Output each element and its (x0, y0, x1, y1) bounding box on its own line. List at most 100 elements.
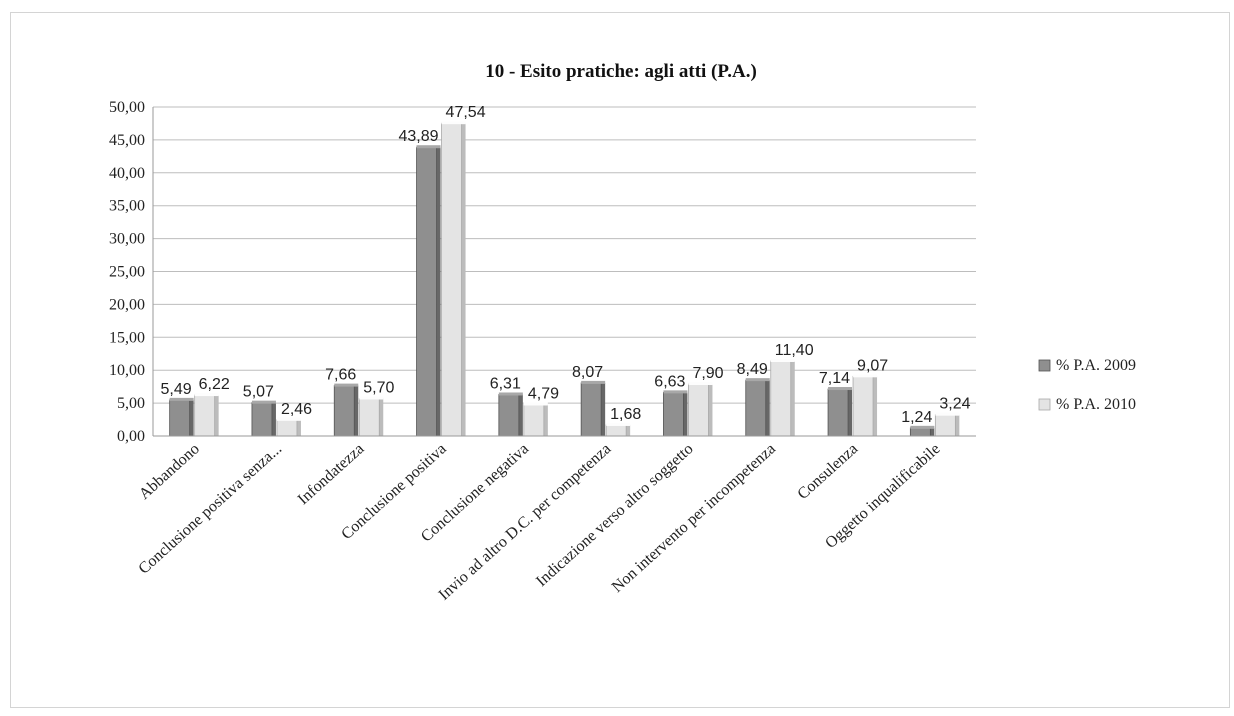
data-label: 6,31 (490, 375, 521, 392)
legend-swatch (1038, 359, 1051, 372)
chart-frame: 10 - Esito pratiche: agli atti (P.A.) 0,… (10, 12, 1230, 708)
bar-shade (461, 123, 466, 436)
bar-face (523, 404, 545, 437)
bar-2009 (251, 400, 276, 437)
bar-shade (930, 427, 935, 436)
data-label: 8,49 (737, 361, 768, 378)
bar-face (441, 122, 462, 437)
data-label: 1,24 (901, 409, 932, 426)
category-label: Non intervento per incompetenza (609, 440, 779, 596)
data-label: 3,24 (939, 396, 970, 413)
bar-2010 (688, 382, 713, 437)
y-tick-label: 25,00 (109, 264, 145, 281)
bar-2009 (416, 145, 441, 437)
category-label: Consulenza (794, 440, 861, 503)
y-tick-label: 40,00 (109, 165, 145, 182)
y-tick-label: 30,00 (109, 231, 145, 248)
bar-top (194, 393, 219, 397)
data-label: 43,89 (399, 128, 439, 145)
bars: 5,49 6,22 5,07 2,46 7,66 5,70 43,89 47,54 6,31 4,… (161, 104, 971, 437)
bar-face (688, 383, 709, 437)
bar-shade (271, 402, 276, 436)
data-label: 5,49 (161, 381, 192, 398)
legend-label: % P.A. 2009 (1056, 357, 1136, 374)
bar-2009 (580, 380, 606, 437)
bar-shade (354, 385, 359, 436)
bar-top (251, 400, 276, 404)
bar-shade (518, 394, 523, 436)
bar-face (169, 399, 191, 437)
bar-face (909, 427, 931, 437)
bar-top (169, 397, 194, 401)
bar-2009 (169, 397, 194, 437)
bar-top (416, 145, 441, 149)
bar-2009 (909, 425, 935, 437)
bar-face (934, 414, 956, 437)
bar-top (441, 121, 466, 125)
bar-face (358, 398, 380, 437)
bar-face (251, 402, 273, 437)
bar-shade (543, 404, 548, 436)
bar-2009 (333, 383, 359, 437)
bar-shade (873, 376, 878, 436)
y-tick-label: 20,00 (109, 296, 145, 313)
bar-face (770, 360, 792, 437)
category-label: Indicazione verso altro soggetto (533, 440, 697, 590)
category-label: Conclusione positiva senza... (135, 440, 285, 577)
bar-face (745, 379, 767, 437)
bar-top (606, 422, 631, 426)
bar-shade (790, 360, 795, 436)
gridlines (153, 106, 976, 404)
legend-item: % P.A. 2010 (1038, 396, 1136, 413)
bar-2010 (605, 422, 631, 437)
bar-face (852, 375, 874, 437)
bar-face (498, 394, 520, 437)
y-tick-label: 5,00 (117, 395, 145, 412)
data-label: 2,46 (281, 401, 312, 418)
legend: % P.A. 2009 % P.A. 2010 (1038, 357, 1136, 413)
y-tick-label: 15,00 (109, 329, 145, 346)
bar-face (663, 391, 684, 437)
legend-label: % P.A. 2010 (1056, 396, 1136, 413)
bar-shade (626, 424, 631, 436)
data-label: 5,70 (363, 379, 394, 396)
bar-top (523, 402, 548, 406)
category-label: Invio ad altro D.C. per competenza (436, 440, 615, 603)
bar-face (276, 419, 298, 437)
bar-top (359, 396, 384, 400)
data-label: 6,22 (199, 376, 230, 393)
legend-swatch (1038, 398, 1051, 411)
data-label: 4,79 (528, 385, 559, 402)
data-label: 1,68 (610, 406, 641, 423)
bar-2010 (194, 393, 219, 437)
bar-shade (955, 414, 960, 436)
bar-face (827, 388, 849, 437)
bar-top (688, 382, 713, 386)
bar-2010 (934, 412, 960, 437)
data-label: 6,63 (654, 373, 685, 390)
bar-face (580, 382, 602, 437)
bar-shade (214, 395, 219, 436)
data-label: 7,66 (325, 367, 356, 384)
bar-shade (765, 380, 770, 436)
bar-2009 (498, 392, 523, 437)
bar-top (334, 383, 359, 387)
bar-2010 (276, 417, 301, 437)
legend-item: % P.A. 2009 (1038, 357, 1136, 374)
data-label: 11,40 (775, 342, 814, 359)
y-tick-label: 35,00 (109, 198, 145, 215)
bar-top (853, 374, 878, 378)
bar-shade (708, 384, 713, 436)
bar-top (581, 380, 606, 384)
data-label: 8,07 (572, 364, 603, 381)
bar-shade (601, 382, 606, 436)
bar-2009 (827, 387, 853, 437)
y-tick-label: 0,00 (117, 428, 145, 445)
bar-top (498, 392, 523, 396)
bar-2010 (441, 121, 466, 437)
y-tick-label: 10,00 (109, 362, 145, 379)
bar-top (745, 378, 770, 382)
bar-face (605, 424, 627, 437)
bar-top (663, 390, 688, 394)
data-label: 5,07 (243, 384, 274, 401)
